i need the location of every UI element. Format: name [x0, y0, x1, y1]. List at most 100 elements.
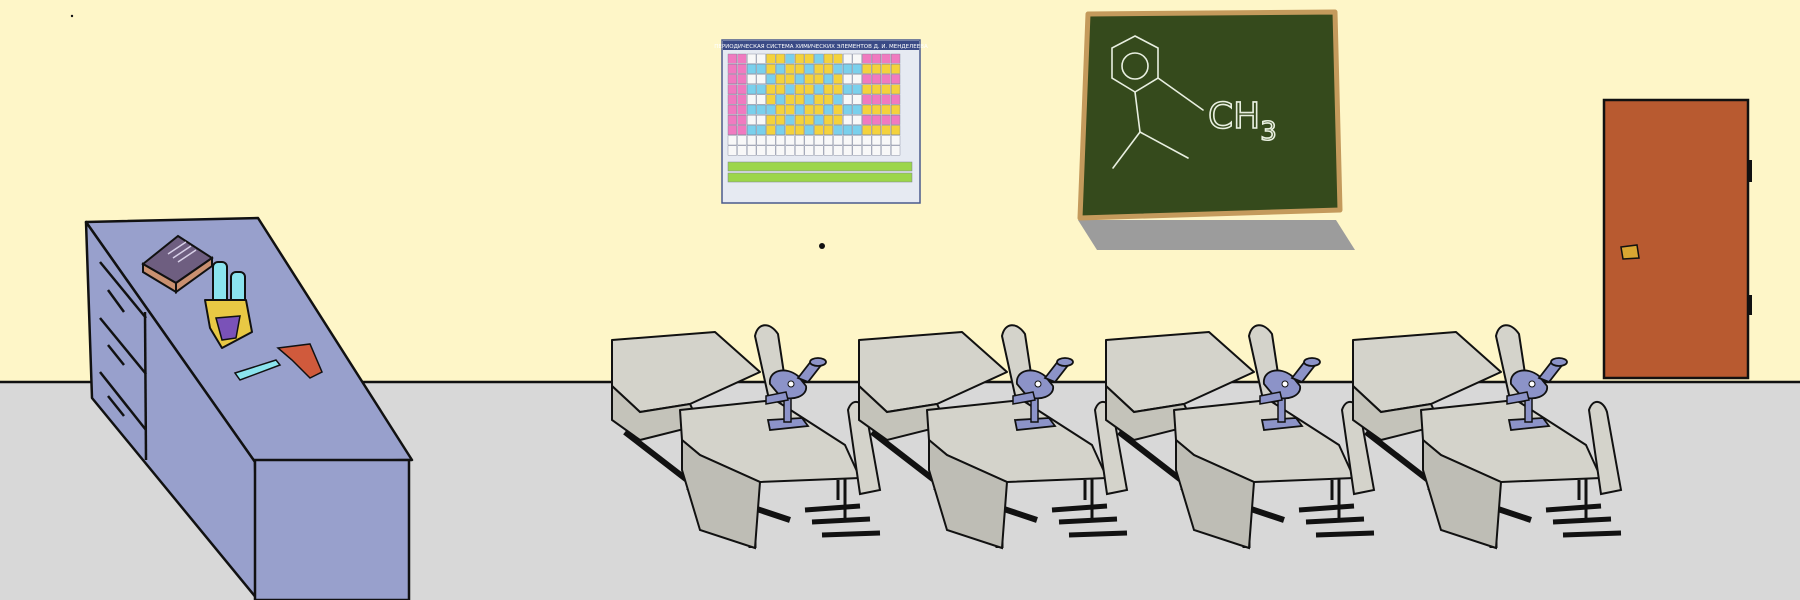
element-cell	[785, 94, 795, 105]
element-cell	[737, 145, 747, 156]
element-cell	[814, 53, 824, 64]
lanthanide-row	[727, 161, 913, 172]
element-cell	[766, 63, 776, 74]
element-cell	[871, 74, 882, 85]
element-cell	[823, 114, 834, 125]
element-cell	[727, 114, 738, 125]
scalpel[interactable]	[233, 359, 282, 381]
element-cell	[891, 125, 901, 136]
element-cell	[862, 145, 872, 156]
lab-desk[interactable]	[1105, 324, 1376, 550]
element-cell	[727, 135, 738, 146]
door-hinge-bottom	[1748, 295, 1752, 315]
element-cell	[823, 53, 834, 64]
chair[interactable]	[1587, 401, 1623, 496]
element-cell	[871, 84, 882, 95]
element-cell	[852, 125, 862, 136]
element-cell	[891, 135, 901, 146]
element-cell	[881, 74, 891, 85]
microscope[interactable]	[765, 357, 827, 431]
element-cell	[843, 145, 853, 156]
lab-desk[interactable]	[1352, 324, 1623, 550]
element-cell	[747, 135, 757, 146]
element-cell	[795, 53, 805, 64]
element-cell	[804, 53, 814, 64]
lab-desk[interactable]	[611, 324, 882, 550]
element-cell	[833, 114, 843, 125]
element-cell	[747, 63, 757, 74]
element-cell	[756, 114, 766, 125]
element-cell	[852, 135, 862, 146]
element-cell	[785, 114, 795, 125]
element-cell	[862, 63, 872, 74]
element-cell	[756, 74, 766, 85]
element-cell	[785, 63, 795, 74]
chair-base	[804, 503, 881, 538]
element-cell	[775, 94, 786, 105]
element-cell	[775, 74, 786, 85]
microscope[interactable]	[1012, 357, 1074, 431]
book[interactable]	[141, 234, 214, 294]
element-cell	[871, 63, 882, 74]
element-cell	[843, 74, 853, 85]
element-cell	[852, 145, 862, 156]
chalkboard[interactable]: CH3	[1077, 9, 1355, 250]
door-handle[interactable]	[1620, 244, 1640, 260]
element-cell	[766, 94, 776, 105]
element-cell	[843, 104, 853, 115]
element-cell	[727, 104, 738, 115]
element-cell	[871, 135, 882, 146]
element-cell	[747, 145, 757, 156]
element-cell	[804, 125, 814, 136]
periodic-table-poster[interactable]: ПЕРИОДИЧЕСКАЯ СИСТЕМА ХИМИЧЕСКИХ ЭЛЕМЕНТ…	[714, 39, 928, 204]
lab-tools[interactable]	[233, 343, 323, 381]
element-cell	[833, 145, 843, 156]
element-cell	[814, 145, 824, 156]
element-cell	[843, 94, 853, 105]
element-cell	[737, 53, 747, 64]
element-cell	[785, 104, 795, 115]
element-cell	[833, 74, 843, 85]
element-cell	[814, 84, 824, 95]
element-cell	[785, 125, 795, 136]
element-cell	[795, 145, 805, 156]
element-cell	[833, 94, 843, 105]
sponge[interactable]	[276, 343, 323, 379]
lab-desk[interactable]	[858, 324, 1129, 550]
element-cell	[775, 125, 786, 136]
element-cell	[747, 125, 757, 136]
element-cell	[737, 114, 747, 125]
element-cell	[766, 84, 776, 95]
element-cell	[747, 74, 757, 85]
test-tube-rack[interactable]	[204, 261, 253, 349]
element-cell	[871, 94, 882, 105]
element-cell	[862, 53, 872, 64]
element-cell	[823, 63, 834, 74]
element-cell	[804, 74, 814, 85]
element-cell	[881, 145, 891, 156]
element-cell	[756, 135, 766, 146]
element-cell	[814, 104, 824, 115]
counter-drawers	[99, 261, 148, 461]
element-cell	[862, 94, 872, 105]
element-cell	[766, 74, 776, 85]
element-cell	[727, 94, 738, 105]
element-cell	[852, 104, 862, 115]
element-cell	[852, 63, 862, 74]
element-cell	[804, 63, 814, 74]
microscope[interactable]	[1506, 357, 1568, 431]
element-cell	[727, 74, 738, 85]
door[interactable]	[1602, 98, 1752, 380]
element-cell	[852, 74, 862, 85]
element-cell	[766, 104, 776, 115]
element-cell	[795, 135, 805, 146]
element-cell	[795, 125, 805, 136]
element-cell	[795, 104, 805, 115]
element-cell	[775, 53, 786, 64]
microscope[interactable]	[1259, 357, 1321, 431]
element-cell	[814, 63, 824, 74]
element-cell	[804, 94, 814, 105]
element-cell	[756, 104, 766, 115]
benzene-ring-drawing	[1111, 35, 1204, 169]
element-cell	[785, 145, 795, 156]
